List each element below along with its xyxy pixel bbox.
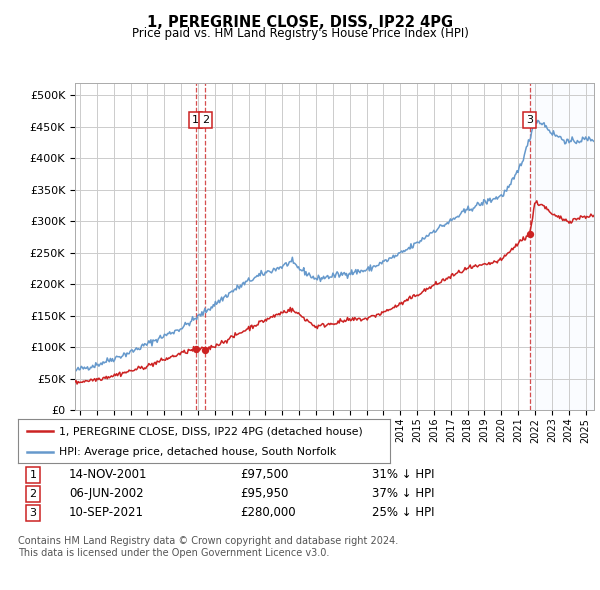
- Text: 1: 1: [29, 470, 37, 480]
- Text: £97,500: £97,500: [240, 468, 289, 481]
- Text: 3: 3: [29, 508, 37, 517]
- Bar: [530, 83, 594, 410]
- Point: [525, 229, 535, 238]
- Text: 1, PEREGRINE CLOSE, DISS, IP22 4PG (detached house): 1, PEREGRINE CLOSE, DISS, IP22 4PG (deta…: [59, 427, 362, 436]
- Text: 10-SEP-2021: 10-SEP-2021: [69, 506, 144, 519]
- Text: 2: 2: [29, 489, 37, 499]
- Text: 25% ↓ HPI: 25% ↓ HPI: [372, 506, 434, 519]
- Text: 37% ↓ HPI: 37% ↓ HPI: [372, 487, 434, 500]
- Text: HPI: Average price, detached house, South Norfolk: HPI: Average price, detached house, Sout…: [59, 447, 336, 457]
- Text: This data is licensed under the Open Government Licence v3.0.: This data is licensed under the Open Gov…: [18, 548, 329, 558]
- Text: 1: 1: [193, 116, 199, 126]
- Point: [200, 345, 210, 355]
- Text: £95,950: £95,950: [240, 487, 289, 500]
- Text: 2: 2: [202, 116, 209, 126]
- Text: 14-NOV-2001: 14-NOV-2001: [69, 468, 148, 481]
- Text: Price paid vs. HM Land Registry's House Price Index (HPI): Price paid vs. HM Land Registry's House …: [131, 27, 469, 40]
- Text: Contains HM Land Registry data © Crown copyright and database right 2024.: Contains HM Land Registry data © Crown c…: [18, 536, 398, 546]
- Text: 31% ↓ HPI: 31% ↓ HPI: [372, 468, 434, 481]
- Point: [191, 344, 200, 353]
- Text: £280,000: £280,000: [240, 506, 296, 519]
- Text: 06-JUN-2002: 06-JUN-2002: [69, 487, 143, 500]
- Text: 1, PEREGRINE CLOSE, DISS, IP22 4PG: 1, PEREGRINE CLOSE, DISS, IP22 4PG: [147, 15, 453, 30]
- Text: 3: 3: [526, 116, 533, 126]
